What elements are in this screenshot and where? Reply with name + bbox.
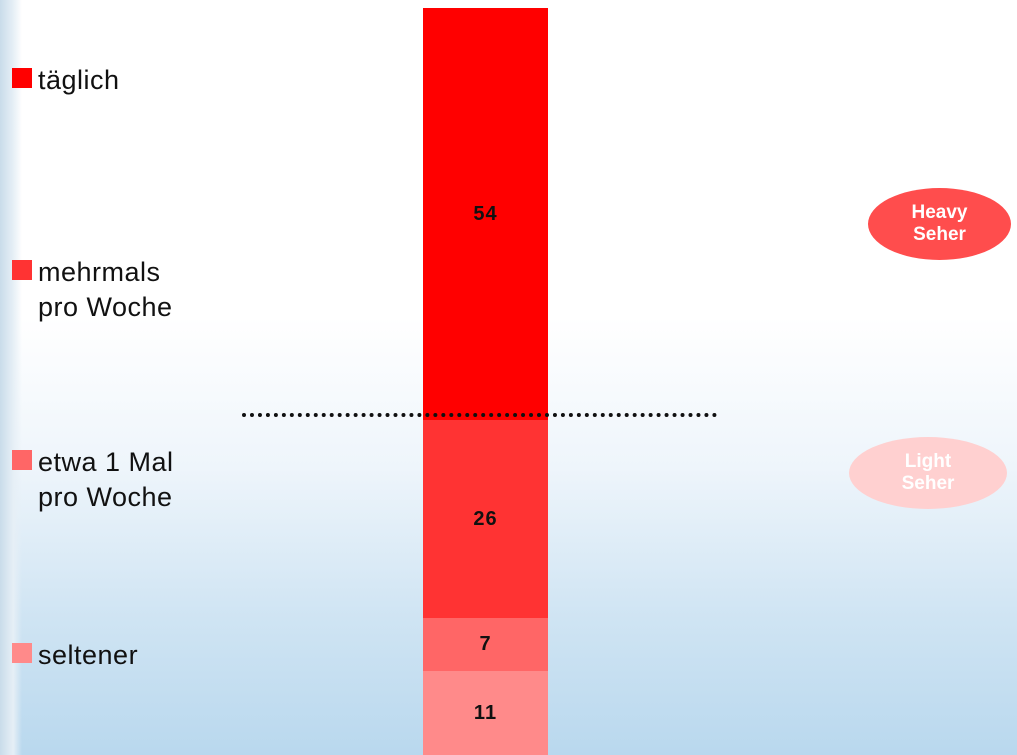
legend-label: mehrmals pro Woche: [38, 257, 173, 322]
heavy-seher-badge: Heavy Seher: [868, 188, 1011, 260]
legend-item-seltener: seltener: [12, 638, 138, 673]
bar-segment-54: [423, 8, 548, 420]
legend-label: etwa 1 Mal pro Woche: [38, 447, 174, 512]
bar-value-label: 11: [473, 702, 498, 725]
bar-segment-26: [423, 419, 548, 619]
legend-swatch: [12, 643, 32, 663]
legend-item-etwa-1-mal: etwa 1 Mal pro Woche: [12, 445, 174, 515]
bar-value-label: 54: [473, 202, 498, 225]
bar-segment-7: [423, 617, 548, 672]
light-seher-badge: Light Seher: [849, 437, 1007, 509]
left-gradient-band: [0, 0, 22, 755]
legend-item-mehrmals: mehrmals pro Woche: [12, 255, 173, 325]
bar-value-label: 7: [479, 633, 492, 656]
legend-swatch: [12, 450, 32, 470]
legend-swatch: [12, 260, 32, 280]
bar-value-label: 26: [473, 507, 498, 530]
legend-item-taeglich: täglich: [12, 63, 120, 98]
legend-label: täglich: [38, 65, 120, 95]
bar-segment-11: [423, 671, 548, 755]
heavy-light-divider: [242, 413, 717, 417]
legend-label: seltener: [38, 640, 139, 670]
legend-swatch: [12, 68, 32, 88]
